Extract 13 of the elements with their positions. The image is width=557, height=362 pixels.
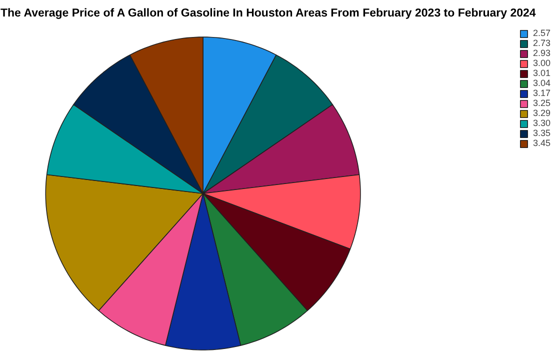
- legend-label: 3.04: [533, 78, 552, 88]
- legend-label: 3.01: [533, 68, 552, 78]
- legend-label: 3.35: [533, 128, 552, 138]
- legend-label: 2.93: [533, 48, 552, 58]
- legend-label: 3.29: [533, 108, 552, 118]
- legend-label: 3.17: [533, 88, 552, 98]
- legend-label: 3.45: [533, 138, 552, 148]
- legend-label: 3.30: [533, 118, 552, 128]
- legend-label: 2.57: [533, 28, 552, 38]
- legend-label: 2.73: [533, 38, 552, 48]
- chart-title: The Average Price of A Gallon of Gasoline In Houston Areas From February 2023 to February 2024: [0, 8, 536, 20]
- legend-label: 3.00: [533, 58, 552, 68]
- legend-label: 3.25: [533, 98, 552, 108]
